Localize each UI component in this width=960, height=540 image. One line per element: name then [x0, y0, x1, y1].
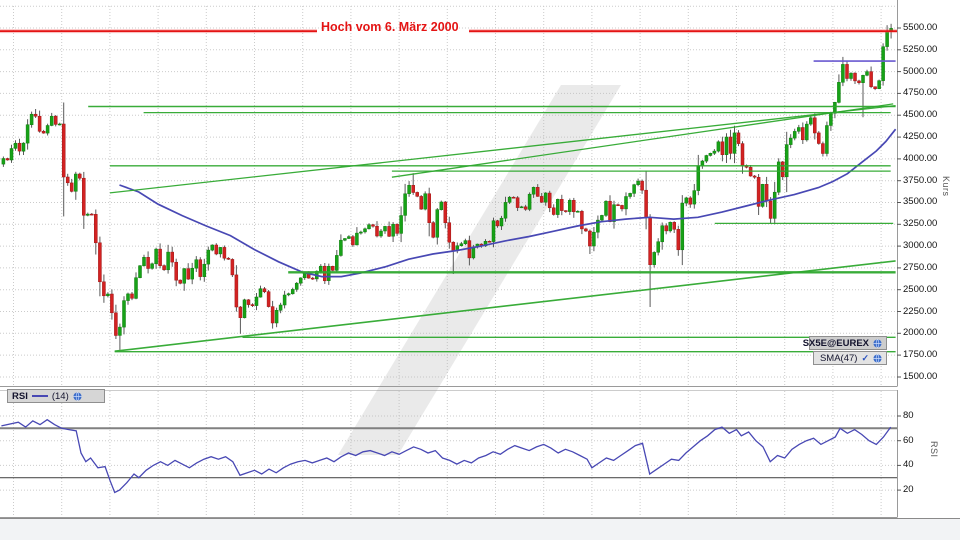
rsi-period-label: (14) — [51, 390, 69, 402]
price-tick-label: 3000.00 — [903, 240, 938, 252]
rsi-tick-label: 80 — [903, 410, 914, 421]
price-tick-label: 2250.00 — [903, 305, 938, 317]
rsi-link-globe-icon[interactable] — [73, 391, 82, 401]
trend-line-uptrend-from-2009-low — [114, 260, 896, 352]
price-tick-label: 1500.00 — [903, 370, 938, 382]
instrument-link-globe-icon[interactable] — [873, 338, 882, 348]
rsi-line-sample — [31, 395, 48, 397]
price-tick-label: 4750.00 — [903, 87, 938, 99]
sma-label: SMA(47) — [819, 352, 858, 364]
price-tick-label: 3250.00 — [903, 218, 938, 230]
time-axis[interactable]: 2007200820092010201120122013201420152016… — [0, 518, 960, 540]
rsi-title-label: RSI — [12, 390, 28, 402]
price-axis-title: Kurs — [941, 176, 951, 197]
watermark-slash — [338, 85, 621, 455]
rsi-line — [1, 418, 892, 494]
legend-rsi-row[interactable]: RSI (14) — [7, 389, 105, 403]
sma-link-globe-icon[interactable] — [873, 353, 882, 363]
rsi-tick-label: 60 — [903, 434, 914, 446]
price-tick-label: 5250.00 — [903, 43, 938, 55]
price-tick-label: 3500.00 — [903, 196, 938, 208]
price-tick-label: 5000.00 — [903, 65, 938, 77]
price-tick-label: 4250.00 — [903, 131, 938, 143]
price-tick-label: 3750.00 — [903, 174, 938, 186]
price-tick-label: 4500.00 — [903, 109, 938, 121]
instrument-label: SX5E@EUREX — [802, 337, 869, 349]
rsi-tick-label: 40 — [903, 459, 914, 471]
trend-line-uptrend-mid — [109, 104, 896, 194]
price-tick-label: 2750.00 — [903, 261, 938, 273]
price-tick-label: 4000.00 — [903, 152, 938, 164]
price-tick-label: 1750.00 — [903, 349, 938, 361]
trend-line-uptrend-from-2015-high — [391, 103, 894, 178]
price-tick-label: 2500.00 — [903, 283, 938, 295]
legend-sma-row[interactable]: SMA(47) ✓ — [813, 351, 887, 365]
rsi-tick-label: 20 — [903, 484, 914, 496]
record-high-annotation-label: Hoch vom 6. März 2000 — [321, 20, 459, 34]
price-tick-label: 2000.00 — [903, 327, 938, 339]
sma-line — [119, 128, 897, 278]
price-tick-label: 5500.00 — [903, 22, 938, 33]
rsi-axis-title: RSI — [929, 441, 939, 458]
sma-visibility-check-icon[interactable]: ✓ — [861, 352, 869, 363]
legend-instrument-row[interactable]: SX5E@EUREX — [803, 336, 887, 350]
